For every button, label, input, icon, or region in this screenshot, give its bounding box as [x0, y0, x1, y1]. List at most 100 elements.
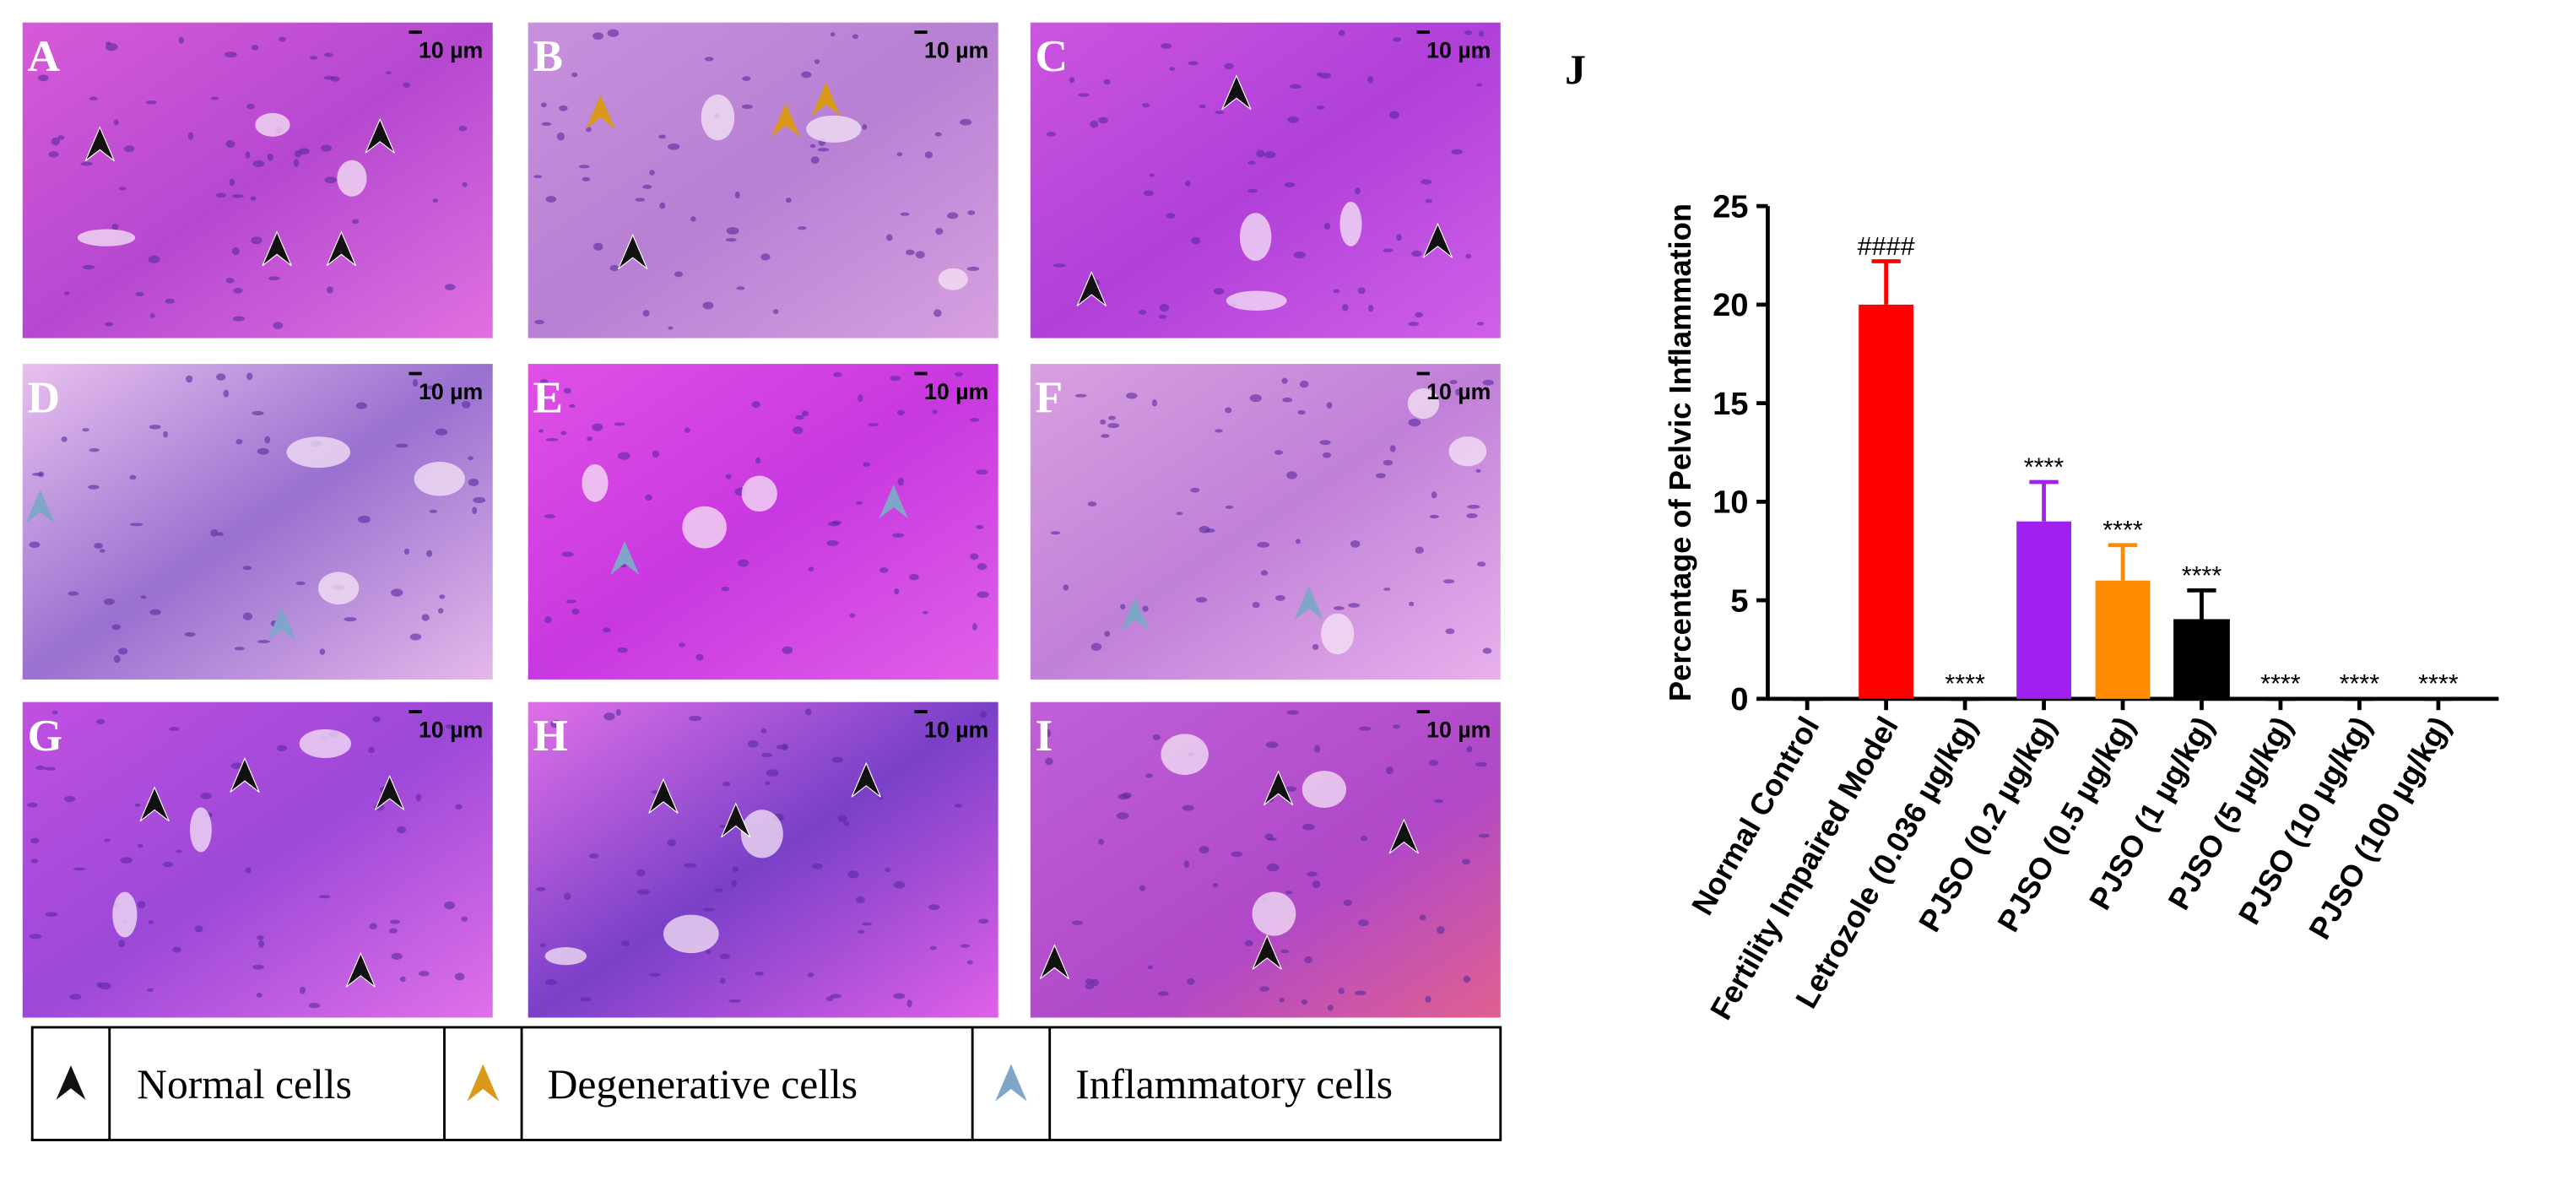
cell-nucleus — [64, 795, 76, 803]
error-bar — [2108, 543, 2138, 581]
arrowhead — [586, 95, 615, 129]
cell-nucleus — [1091, 978, 1099, 987]
cell-nucleus — [690, 216, 696, 222]
vacuole — [1239, 213, 1272, 262]
bar-chart: J Percentage of Pelvic Inflammation 0 5 10… — [1565, 46, 2499, 1026]
cell-nucleus — [1357, 287, 1366, 295]
scale-label: 10 µm — [1426, 379, 1491, 404]
cell-nucleus — [928, 904, 940, 910]
cell-nucleus — [257, 640, 270, 644]
cell-nucleus — [130, 523, 143, 527]
cell-nucleus — [960, 118, 972, 126]
vacuole — [255, 112, 290, 137]
cell-nucleus — [751, 400, 760, 409]
cell-nucleus — [731, 880, 738, 887]
histology-image — [1030, 701, 1501, 1018]
cell-nucleus — [855, 896, 865, 904]
cell-nucleus — [979, 711, 987, 718]
cell-nucleus — [785, 198, 792, 203]
cell-nucleus — [1046, 132, 1057, 137]
cell-nucleus — [1087, 501, 1097, 506]
cell-nucleus — [976, 524, 984, 529]
cell-nucleus — [544, 616, 552, 624]
cell-nucleus — [1443, 579, 1455, 584]
cell-nucleus — [534, 319, 544, 325]
cell-nucleus — [1425, 995, 1431, 1003]
cell-nucleus — [472, 506, 478, 515]
cell-nucleus — [445, 723, 456, 729]
cell-nucleus — [855, 501, 863, 505]
cell-nucleus — [588, 853, 599, 858]
cell-nucleus — [27, 802, 38, 808]
cell-nucleus — [561, 551, 574, 557]
cell-nucleus — [892, 533, 905, 538]
cell-nucleus — [258, 940, 265, 948]
cell-nucleus — [426, 385, 437, 390]
cell-nucleus — [932, 409, 938, 414]
arrowhead — [1076, 270, 1107, 306]
arrowhead — [1120, 597, 1150, 631]
cell-nucleus — [1396, 234, 1402, 241]
panel-label: A — [27, 30, 60, 81]
cell-nucleus — [461, 916, 468, 922]
cell-nucleus — [1429, 514, 1439, 519]
cell-nucleus — [1279, 997, 1285, 1003]
cell-nucleus — [1338, 30, 1345, 36]
cell-nucleus — [1383, 248, 1394, 252]
cell-nucleus — [1199, 104, 1206, 109]
bar — [2016, 521, 2071, 699]
scale-label: 10 µm — [1426, 718, 1491, 743]
cell-nucleus — [721, 587, 730, 592]
cell-nucleus — [355, 402, 367, 409]
cell-nucleus — [545, 437, 559, 441]
cell-nucleus — [976, 469, 988, 475]
cell-nucleus — [798, 225, 807, 230]
cell-nucleus — [1145, 773, 1153, 778]
cell-nucleus — [1358, 726, 1372, 731]
cell-nucleus — [216, 373, 226, 381]
cell-nucleus — [96, 982, 102, 988]
cell-nucleus — [772, 309, 779, 315]
cell-nucleus — [935, 227, 944, 236]
cell-nucleus — [1256, 149, 1265, 158]
cell-nucleus — [403, 82, 411, 88]
cell-nucleus — [44, 766, 56, 771]
cell-nucleus — [399, 976, 406, 983]
cell-nucleus — [1304, 956, 1312, 964]
cell-nucleus — [135, 291, 144, 297]
cell-nucleus — [726, 227, 739, 235]
cell-nucleus — [1477, 561, 1486, 567]
cell-nucleus — [1247, 188, 1258, 193]
cell-nucleus — [1482, 647, 1492, 654]
cell-nucleus — [607, 29, 620, 37]
cell-nucleus — [955, 371, 963, 377]
cell-nucleus — [1368, 304, 1374, 312]
cell-nucleus — [702, 301, 714, 310]
cell-nucleus — [879, 566, 889, 573]
cell-nucleus — [569, 404, 576, 409]
cell-nucleus — [915, 251, 925, 259]
cell-nucleus — [684, 427, 690, 433]
histology-panels: A 10 µm B 10 µm C 10 µm D 10 µm E 10 µm F 10 µm G 10 … — [22, 22, 1501, 1018]
cell-nucleus — [1385, 766, 1394, 774]
cell-nucleus — [1284, 182, 1296, 187]
cell-nucleus — [137, 901, 146, 909]
cell-nucleus — [409, 633, 422, 641]
cell-nucleus — [1411, 250, 1422, 257]
cell-nucleus — [257, 934, 264, 940]
cell-nucleus — [760, 253, 771, 261]
cell-nucleus — [172, 946, 181, 953]
cell-nucleus — [1098, 838, 1105, 846]
cell-nucleus — [1287, 116, 1299, 123]
cell-nucleus — [69, 994, 82, 1000]
cell-nucleus — [439, 594, 446, 599]
panel-label: H — [533, 710, 568, 761]
cell-nucleus — [722, 781, 731, 787]
arrowhead — [25, 489, 55, 523]
cell-nucleus — [809, 144, 816, 149]
cell-nucleus — [719, 824, 726, 828]
cell-nucleus — [242, 566, 252, 571]
cell-nucleus — [1437, 925, 1445, 934]
cell-nucleus — [1100, 419, 1107, 425]
vacuole — [286, 436, 351, 469]
